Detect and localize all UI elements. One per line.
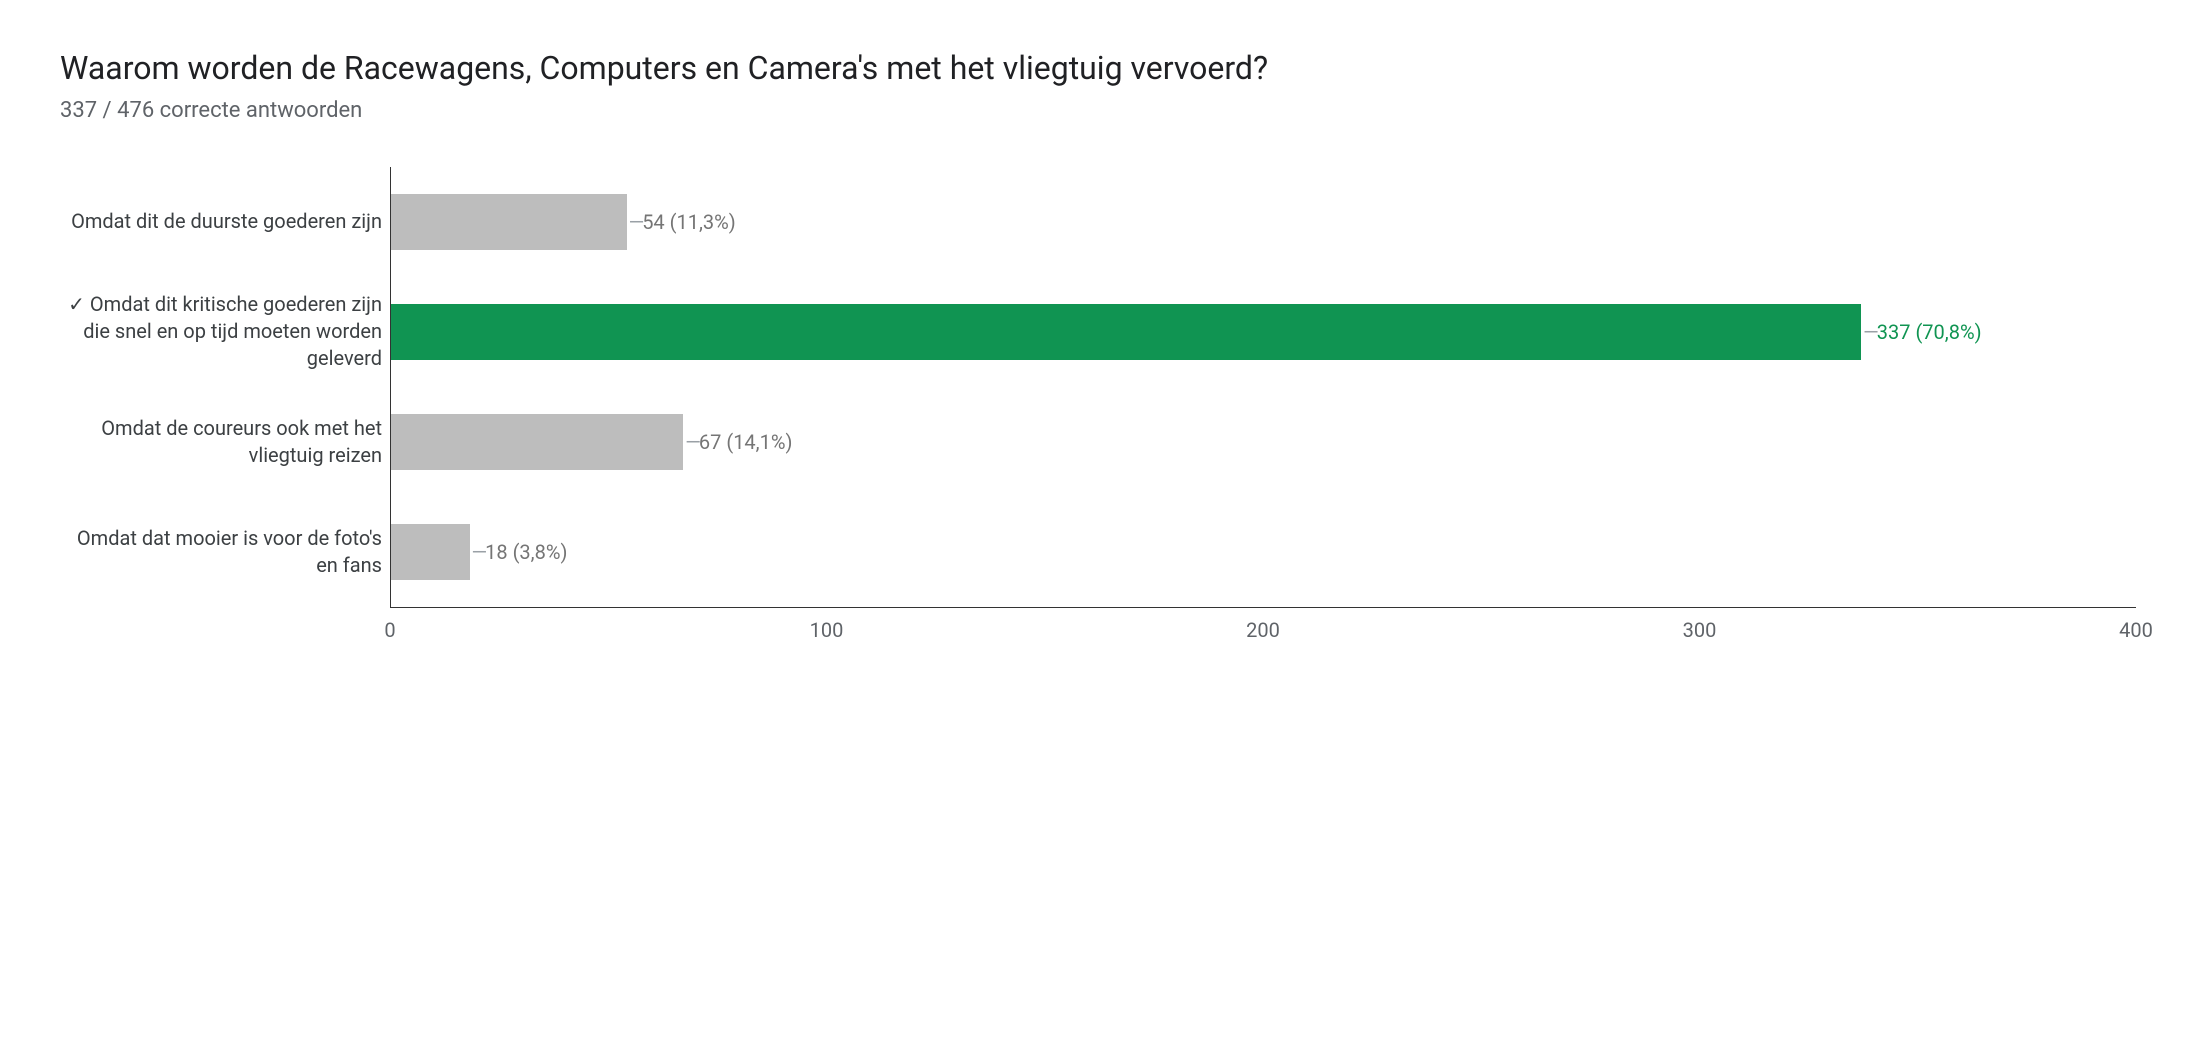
bar-row: 337 (70,8%)	[391, 277, 2136, 387]
bars-region: 54 (11,3%) 337 (70,8%) 67 (14,1%) 18 (3,8%)	[390, 167, 2136, 607]
bar-row: 18 (3,8%)	[391, 497, 2136, 607]
x-axis-tick: 400	[2119, 618, 2153, 642]
bar	[391, 194, 627, 250]
bar-value-label: 18 (3,8%)	[476, 540, 568, 564]
category-label: Omdat de coureurs ook met het vliegtuig …	[60, 415, 390, 469]
bar-cell: 337 (70,8%)	[391, 277, 2136, 387]
chart-container: Waarom worden de Racewagens, Computers e…	[0, 0, 2196, 687]
category-label: Omdat dit de duurste goederen zijn	[60, 208, 390, 235]
checkmark-icon: ✓	[68, 292, 90, 316]
x-axis-tick: 100	[810, 618, 844, 642]
x-axis: 0100200300400	[390, 607, 2136, 647]
bar	[391, 524, 470, 580]
bar-cell: 18 (3,8%)	[391, 497, 2136, 607]
chart-subtitle: 337 / 476 correcte antwoorden	[60, 98, 2136, 123]
x-axis-tick: 200	[1246, 618, 1280, 642]
category-label-row: ✓ Omdat dit kritische goederen zijn die …	[60, 277, 390, 387]
x-axis-tick: 0	[384, 618, 395, 642]
bar-cell: 67 (14,1%)	[391, 387, 2136, 497]
bar-value-label: 67 (14,1%)	[689, 430, 792, 454]
chart-plot-area: Omdat dit de duurste goederen zijn ✓ Omda…	[60, 167, 2136, 607]
y-axis-labels: Omdat dit de duurste goederen zijn ✓ Omda…	[60, 167, 390, 607]
bar-value-label: 54 (11,3%)	[633, 210, 736, 234]
bar-row: 67 (14,1%)	[391, 387, 2136, 497]
bar-row: 54 (11,3%)	[391, 167, 2136, 277]
category-label-row: Omdat de coureurs ook met het vliegtuig …	[60, 387, 390, 497]
bar	[391, 414, 683, 470]
bar-value-label: 337 (70,8%)	[1867, 320, 1981, 344]
category-label: ✓ Omdat dit kritische goederen zijn die …	[60, 291, 390, 372]
category-label-row: Omdat dit de duurste goederen zijn	[60, 167, 390, 277]
x-axis-tick: 300	[1683, 618, 1717, 642]
category-label-row: Omdat dat mooier is voor de foto's en fa…	[60, 497, 390, 607]
chart-title: Waarom worden de Racewagens, Computers e…	[60, 48, 2136, 90]
category-label: Omdat dat mooier is voor de foto's en fa…	[60, 525, 390, 579]
bar-cell: 54 (11,3%)	[391, 167, 2136, 277]
bar	[391, 304, 1861, 360]
